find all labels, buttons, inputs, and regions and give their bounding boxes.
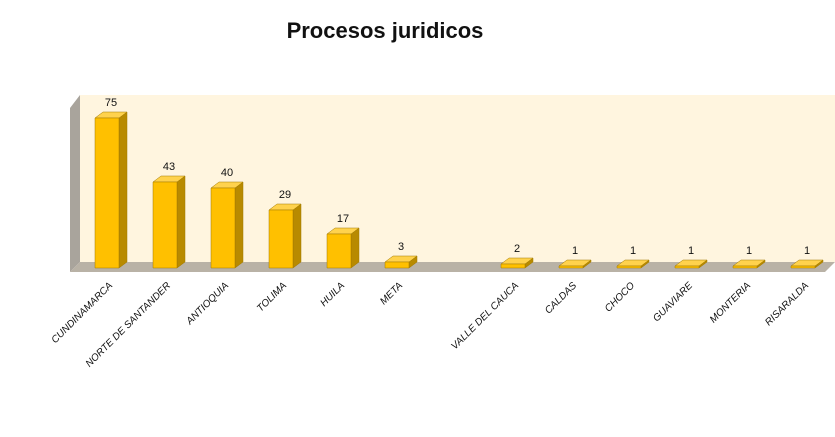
- x-tick-label: MONTERIA: [708, 280, 753, 325]
- bar-front: [732, 265, 758, 269]
- bar: [732, 259, 766, 269]
- bar: [674, 259, 708, 269]
- value-label: 3: [398, 241, 404, 253]
- x-tick-label: VALLE DEL CAUCA: [449, 280, 521, 352]
- bar: [210, 181, 244, 269]
- value-label: 75: [105, 97, 117, 109]
- x-tick-label: CHOCO: [603, 280, 637, 314]
- x-tick-label: CUNDINAMARCA: [50, 280, 116, 346]
- x-tick-label: HUILA: [319, 280, 348, 309]
- value-label: 1: [688, 245, 694, 257]
- x-tick-label: TOLIMA: [255, 280, 289, 314]
- bar-front: [384, 261, 410, 269]
- bar: [326, 227, 360, 269]
- bar-side: [118, 111, 128, 269]
- value-label: 40: [221, 167, 233, 179]
- back-wall: [80, 95, 835, 262]
- value-label: 43: [163, 161, 175, 173]
- value-label: 1: [746, 245, 752, 257]
- bar-front: [790, 265, 816, 269]
- bar-front: [558, 265, 584, 269]
- x-tick-label: META: [378, 280, 405, 307]
- x-tick-label: ANTIOQUIA: [184, 280, 232, 328]
- bar: [384, 255, 418, 269]
- bar: [152, 175, 186, 269]
- bar-front: [210, 187, 236, 269]
- bar-front: [94, 117, 120, 269]
- value-label: 29: [279, 189, 291, 201]
- bar: [268, 203, 302, 269]
- value-label: 1: [630, 245, 636, 257]
- bar-front: [268, 209, 294, 269]
- bar-side: [292, 203, 302, 269]
- value-label: 1: [804, 245, 810, 257]
- bar: [94, 111, 128, 269]
- bar-front: [152, 181, 178, 269]
- value-label: 2: [514, 243, 520, 255]
- x-tick-label: GUAVIARE: [651, 280, 695, 324]
- bar-side: [234, 181, 244, 269]
- bar-side: [350, 227, 360, 269]
- chart-title: Procesos juridicos: [287, 18, 484, 43]
- floor: [70, 262, 835, 272]
- bar-front: [616, 265, 642, 269]
- bar: [500, 257, 534, 269]
- x-tick-label: CALDAS: [543, 280, 579, 316]
- bar: [616, 259, 650, 269]
- x-tick-label: RISARALDA: [763, 280, 811, 328]
- bar-front: [674, 265, 700, 269]
- bar-front: [326, 233, 352, 269]
- side-wall: [70, 95, 80, 272]
- value-label: 1: [572, 245, 578, 257]
- value-label: 17: [337, 213, 349, 225]
- bar-side: [176, 175, 186, 269]
- bar: [558, 259, 592, 269]
- bar-front: [500, 263, 526, 269]
- bar: [790, 259, 824, 269]
